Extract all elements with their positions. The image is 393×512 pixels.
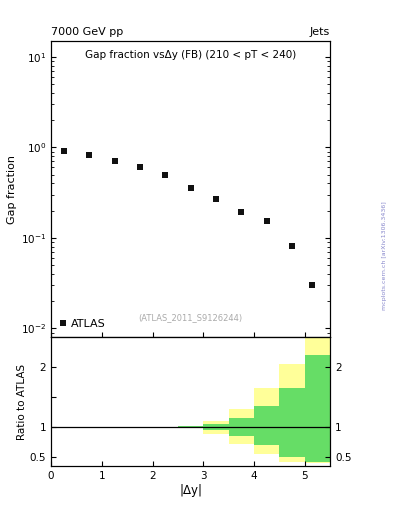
Bar [229, 418, 254, 436]
Bar [254, 388, 279, 454]
X-axis label: |Δy|: |Δy| [179, 483, 202, 497]
Bar [254, 406, 279, 445]
Y-axis label: Gap fraction: Gap fraction [7, 155, 17, 224]
Text: mcplots.cern.ch [arXiv:1306.3436]: mcplots.cern.ch [arXiv:1306.3436] [382, 202, 387, 310]
Bar [279, 364, 305, 462]
Bar [229, 409, 254, 444]
Text: Jets: Jets [310, 27, 330, 36]
Text: (ATLAS_2011_S9126244): (ATLAS_2011_S9126244) [139, 313, 242, 323]
Text: Gap fraction vsΔy (FB) (210 < pT < 240): Gap fraction vsΔy (FB) (210 < pT < 240) [85, 50, 296, 60]
Bar [203, 421, 229, 434]
Bar [178, 426, 203, 428]
Bar [279, 388, 305, 457]
Bar [178, 426, 203, 428]
Legend: ATLAS: ATLAS [57, 317, 108, 332]
Y-axis label: Ratio to ATLAS: Ratio to ATLAS [17, 364, 27, 440]
Bar [305, 355, 330, 462]
Text: 7000 GeV pp: 7000 GeV pp [51, 27, 123, 36]
Bar [305, 337, 330, 463]
Bar [203, 424, 229, 430]
